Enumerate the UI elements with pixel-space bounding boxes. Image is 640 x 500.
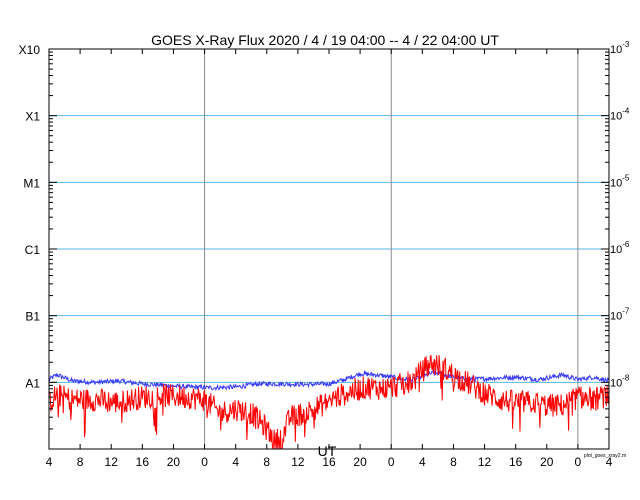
x-tick-label-16: 20: [540, 455, 554, 469]
x-tick-label-2: 12: [105, 455, 119, 469]
flux-series-0: [48, 368, 610, 392]
x-tick-label-3: 16: [136, 455, 150, 469]
y-power-label-2: 10-5: [610, 173, 630, 189]
x-tick-label-9: 16: [322, 455, 336, 469]
chart-title: GOES X-Ray Flux 2020 / 4 / 19 04:00 -- 4…: [151, 32, 499, 48]
x-tick-label-6: 4: [232, 455, 239, 469]
y-power-label-3: 10-6: [610, 240, 630, 256]
y-class-label-a1: A1: [25, 376, 40, 390]
y-power-label-1: 10-4: [610, 107, 630, 123]
y-class-label-x1: X1: [25, 110, 40, 124]
x-axis-label: UT: [318, 443, 337, 459]
y-class-label-b1: B1: [25, 310, 40, 324]
footnote: plot_goes_xray2.m: [584, 453, 626, 459]
x-tick-label-12: 4: [419, 455, 426, 469]
y-power-label-4: 10-7: [610, 307, 630, 323]
x-tick-label-13: 8: [450, 455, 457, 469]
y-class-label-x10: X10: [19, 43, 41, 57]
plot-area: X10 X1 M1 C1 B1 A1 10-3 10-4 10-5 10-6 10-7 10-8 4 8 1…: [19, 40, 630, 469]
x-tick-label-1: 8: [77, 455, 84, 469]
x-tick-label-4: 20: [167, 455, 181, 469]
x-tick-label-5: 0: [201, 455, 208, 469]
x-tick-label-0: 4: [46, 455, 53, 469]
x-tick-label-15: 16: [509, 455, 523, 469]
x-tick-label-7: 8: [263, 455, 270, 469]
x-tick-label-14: 12: [478, 455, 492, 469]
y-power-label-0: 10-3: [610, 40, 630, 56]
x-tick-label-10: 20: [353, 455, 367, 469]
y-class-label-m1: M1: [23, 176, 40, 190]
x-tick-label-8: 12: [291, 455, 305, 469]
y-class-label-c1: C1: [25, 243, 41, 257]
x-tick-label-18: 4: [606, 455, 613, 469]
y-power-label-5: 10-8: [610, 373, 630, 389]
flux-series-1: [48, 354, 610, 450]
x-tick-label-17: 0: [575, 455, 582, 469]
x-tick-label-11: 0: [388, 455, 395, 469]
